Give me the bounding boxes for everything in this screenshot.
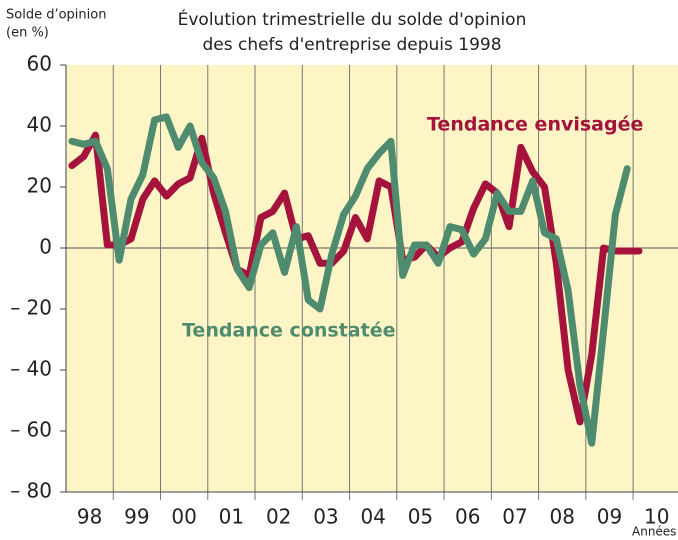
y-axis-unit: (en %)	[6, 26, 49, 41]
y-tick-label: 60	[27, 52, 52, 76]
x-tick-label: 99	[124, 505, 149, 529]
y-tick-label: 20	[27, 174, 52, 198]
series-label: Tendance constatée	[182, 320, 395, 342]
x-tick-label: 00	[171, 505, 196, 529]
x-axis-label: Années	[632, 525, 676, 539]
x-tick-label: 03	[313, 505, 338, 529]
y-tick-label: – 20	[10, 296, 52, 320]
y-tick-label: – 60	[10, 418, 52, 442]
y-tick-label: – 40	[10, 357, 52, 381]
x-tick-label: 08	[549, 505, 574, 529]
y-axis-label: Solde d’opinion	[6, 8, 106, 23]
series-line	[68, 113, 631, 447]
y-tick-label: 40	[27, 113, 52, 137]
x-tick-label: 04	[360, 505, 385, 529]
chart-subtitle: des chefs d'entreprise depuis 1998	[202, 35, 501, 55]
y-tick-label: 0	[39, 235, 52, 259]
y-tick-label: – 80	[10, 479, 52, 503]
x-tick-label: 06	[455, 505, 480, 529]
x-tick-label: 01	[219, 505, 244, 529]
x-tick-label: 02	[266, 505, 291, 529]
series-line	[68, 131, 643, 426]
series-label: Tendance envisagée	[427, 114, 643, 136]
x-tick-label: 07	[502, 505, 527, 529]
x-tick-label: 98	[77, 505, 102, 529]
x-tick-label: 10	[644, 505, 669, 529]
chart-title: Évolution trimestrielle du solde d'opini…	[178, 8, 527, 30]
x-tick-label: 05	[408, 505, 433, 529]
x-tick-label: 09	[597, 505, 622, 529]
plot-area	[66, 65, 678, 492]
